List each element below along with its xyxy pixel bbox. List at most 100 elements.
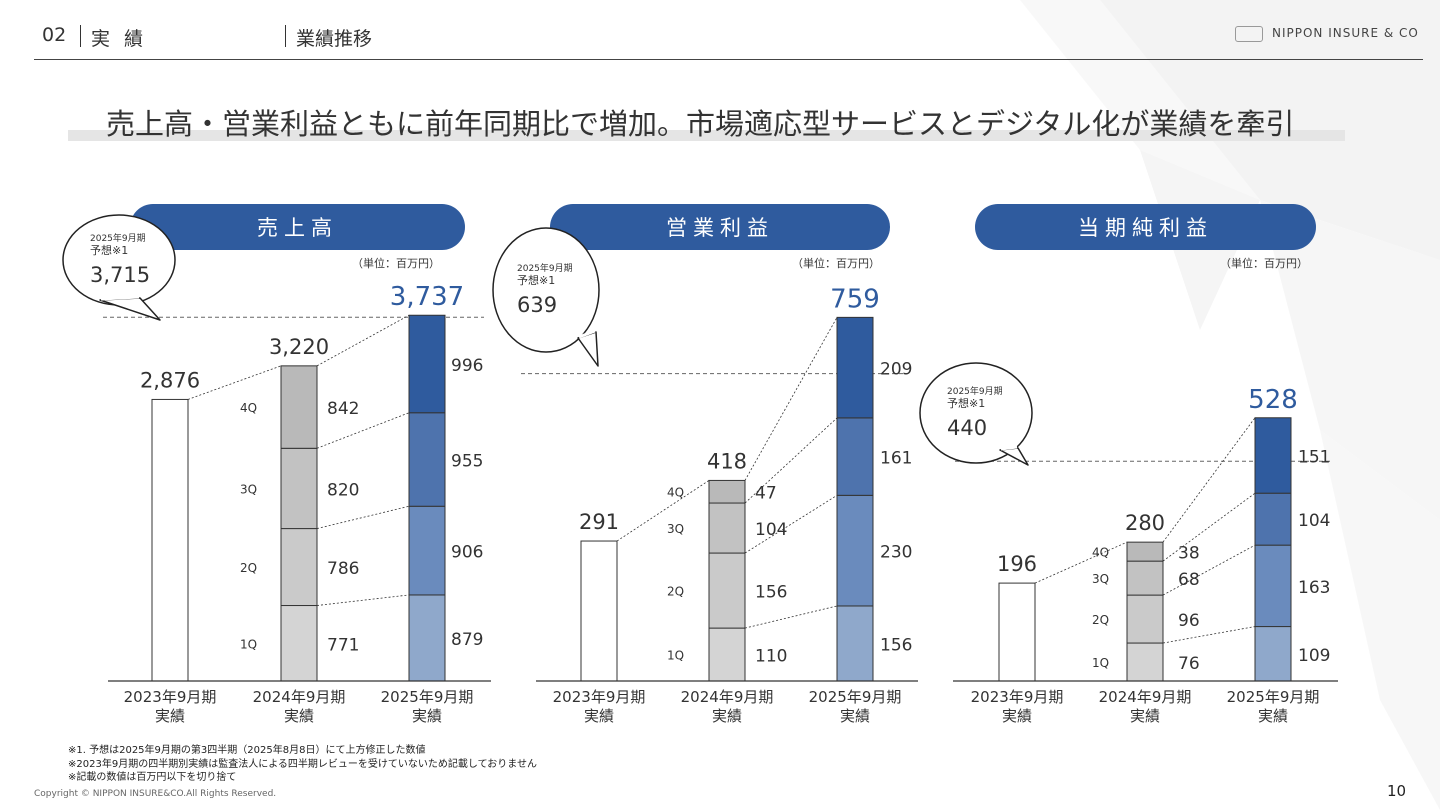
forecast-label: 2025年9月期 — [947, 385, 1003, 397]
connector-line — [316, 594, 410, 606]
quarter-label: 4Q — [240, 401, 257, 415]
bar-segment-2025-2q — [408, 505, 446, 596]
connector-line — [1162, 417, 1256, 543]
category-label: 実績 — [584, 707, 614, 725]
segment-value-label: 110 — [755, 647, 787, 667]
bar-segment-2025-1q — [408, 594, 446, 682]
bar-segment-2025-2q — [836, 494, 874, 607]
bar-segment-2025-3q — [408, 412, 446, 507]
category-label: 実績 — [284, 707, 314, 725]
bar-segment-2025-2q — [1254, 544, 1292, 628]
bar-total-label: 2,876 — [140, 368, 200, 392]
copyright: Copyright © NIPPON INSURE&CO.All Rights … — [34, 789, 277, 799]
category-label: 2024年9月期 — [1099, 688, 1192, 706]
bar-segment-2025-3q — [836, 417, 874, 496]
forecast-bubble — [919, 362, 1033, 464]
forecast-bubble-tail-mask — [578, 329, 596, 339]
company-logo-text: NIPPON INSURE & CO — [1272, 26, 1419, 40]
bar-segment-2025-4q — [1254, 417, 1292, 494]
segment-value-label: 771 — [327, 635, 359, 655]
headline: 売上高・営業利益ともに前年同期比で増加。市場適応型サービスとデジタル化が業績を牽… — [106, 107, 1295, 141]
connector-line — [744, 605, 838, 629]
section-subtitle: 業績推移 — [296, 28, 373, 50]
bar-segment-2025-1q — [1254, 626, 1292, 682]
connector-line — [744, 317, 838, 481]
connector-line — [316, 505, 410, 529]
footnote: ※1. 予想は2025年9月期の第3四半期（2025年8月8日）にて上方修正した… — [68, 745, 426, 756]
unit-label-operating-profit: （単位：百万円） — [792, 257, 880, 270]
segment-value-label: 161 — [880, 449, 912, 469]
forecast-label: 予想※1 — [90, 243, 128, 257]
segment-value-label: 955 — [451, 452, 483, 472]
category-label: 2025年9月期 — [809, 688, 902, 706]
category-label: 実績 — [1002, 707, 1032, 725]
connector-line — [1162, 492, 1256, 562]
category-label: 実績 — [155, 707, 185, 725]
forecast-label: 予想※1 — [517, 273, 555, 287]
category-label: 実績 — [412, 707, 442, 725]
segment-value-label: 906 — [451, 543, 483, 563]
bar-2023 — [151, 398, 189, 682]
forecast-value: 440 — [947, 416, 987, 440]
segment-value-label: 104 — [1298, 511, 1330, 531]
segment-value-label: 96 — [1178, 611, 1200, 631]
category-label: 実績 — [1130, 707, 1160, 725]
header-rule — [34, 59, 1423, 60]
segment-value-label: 68 — [1178, 570, 1200, 590]
segment-value-label: 842 — [327, 399, 359, 419]
forecast-bubble-tail-mask — [100, 295, 140, 301]
bar-total-label: 528 — [1248, 385, 1298, 415]
segment-value-label: 996 — [451, 356, 483, 376]
connector-line — [744, 417, 838, 504]
category-label: 2023年9月期 — [553, 688, 646, 706]
segment-value-label: 786 — [327, 559, 359, 579]
quarter-label: 1Q — [240, 637, 257, 651]
bar-segment-2024-2q — [708, 552, 746, 629]
forecast-bubble-tail — [99, 297, 161, 321]
bar-segment-2024-4q — [708, 479, 746, 504]
bar-segment-2024-4q — [1126, 541, 1164, 562]
bar-segment-2024-3q — [1126, 560, 1164, 596]
section-category: 実績 — [91, 28, 158, 50]
segment-value-label: 38 — [1178, 544, 1200, 564]
forecast-value: 3,715 — [90, 263, 150, 287]
bar-segment-2025-1q — [836, 605, 874, 682]
bar-total-label: 291 — [579, 510, 619, 534]
segment-value-label: 230 — [880, 543, 912, 563]
bar-total-label: 3,220 — [269, 335, 329, 359]
forecast-label: 2025年9月期 — [517, 262, 573, 274]
connector-line — [1034, 541, 1128, 584]
forecast-bubble — [62, 214, 176, 306]
segment-value-label: 879 — [451, 630, 483, 650]
headline-underline — [68, 130, 1345, 141]
bar-segment-2024-4q — [280, 365, 318, 449]
bar-segment-2024-1q — [1126, 642, 1164, 682]
segment-value-label: 163 — [1298, 578, 1330, 598]
segment-value-label: 156 — [880, 635, 912, 655]
forecast-value: 639 — [517, 293, 557, 317]
segment-value-label: 104 — [755, 520, 787, 540]
bar-total-label: 280 — [1125, 511, 1165, 535]
forecast-bubble-tail-mask — [1000, 445, 1018, 451]
header-divider — [285, 25, 286, 47]
connector-line — [1162, 626, 1256, 644]
segment-value-label: 76 — [1178, 654, 1200, 674]
bar-segment-2024-2q — [280, 528, 318, 607]
bar-2023 — [998, 582, 1036, 682]
company-logo-icon — [1235, 26, 1263, 42]
bar-segment-2024-3q — [708, 502, 746, 554]
connector-line — [1162, 544, 1256, 596]
chart-title-net-income: 当期純利益 — [975, 204, 1316, 250]
segment-value-label: 820 — [327, 480, 359, 500]
page-number: 10 — [1387, 782, 1407, 800]
forecast-label: 予想※1 — [947, 396, 985, 410]
connector-line — [187, 365, 282, 400]
bar-total-label: 759 — [830, 284, 880, 314]
connector-line — [616, 480, 710, 542]
quarter-label: 1Q — [1092, 656, 1109, 670]
bar-total-label: 3,737 — [390, 282, 464, 312]
quarter-label: 3Q — [1092, 572, 1109, 586]
segment-value-label: 109 — [1298, 646, 1330, 666]
category-label: 2023年9月期 — [971, 688, 1064, 706]
